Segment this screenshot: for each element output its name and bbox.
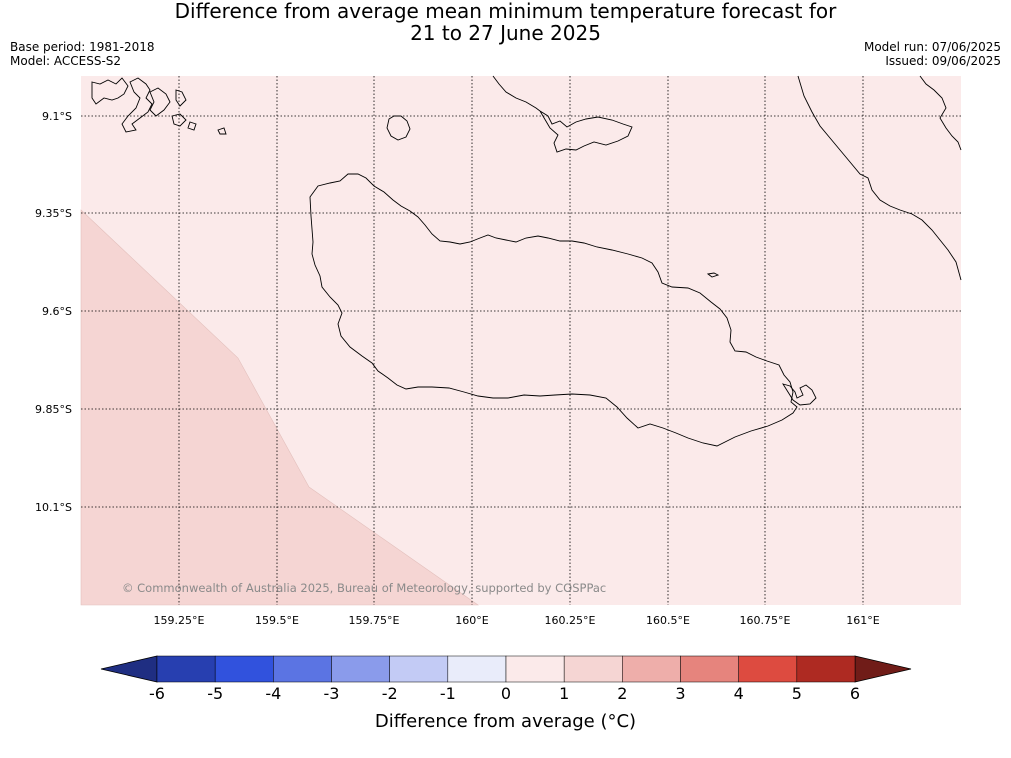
meta-right: Model run: 07/06/2025 Issued: 09/06/2025 bbox=[864, 40, 1001, 68]
colorbar-segment bbox=[214, 655, 274, 683]
lon-label: 161°E bbox=[846, 614, 879, 627]
coastline-malaita bbox=[797, 75, 962, 281]
lat-label: 9.85°S bbox=[35, 403, 72, 416]
colorbar-segment bbox=[156, 655, 216, 683]
coastline-savo-island bbox=[386, 115, 411, 141]
colorbar-segment bbox=[331, 655, 390, 683]
colorbar-segment bbox=[680, 655, 739, 683]
map-title: Difference from average mean minimum tem… bbox=[0, 0, 1011, 44]
colorbar-segment bbox=[389, 655, 449, 683]
colorbar-label: Difference from average (°C) bbox=[374, 711, 637, 732]
lon-label: 160.5°E bbox=[646, 614, 690, 627]
colorbar-tick-label: 6 bbox=[850, 684, 860, 700]
anomaly-region-1-to-2 bbox=[80, 209, 479, 606]
title-line-2: 21 to 27 June 2025 bbox=[410, 21, 601, 45]
coastline-western-islands-7 bbox=[217, 127, 227, 135]
colorbar-tick-label: 5 bbox=[792, 684, 802, 700]
colorbar-segment bbox=[622, 655, 681, 683]
coastline-guadalcanal bbox=[309, 173, 798, 447]
coastline-marau-islets bbox=[781, 383, 817, 406]
colorbar-tick-label: -3 bbox=[324, 684, 340, 700]
lat-label: 9.6°S bbox=[42, 305, 72, 318]
colorbar-segment bbox=[447, 655, 507, 683]
lat-label: 9.35°S bbox=[35, 207, 72, 220]
lon-label: 160°E bbox=[455, 614, 488, 627]
colorbar-tick-label: -1 bbox=[440, 684, 456, 700]
lon-label: 159.5°E bbox=[255, 614, 299, 627]
colorbar-segment bbox=[273, 655, 332, 683]
colorbar-tick-label: -5 bbox=[207, 684, 223, 700]
colorbar-low-extension bbox=[100, 655, 158, 683]
colorbar-segment bbox=[505, 655, 565, 683]
map-canvas: 9.1°S 9.35°S 9.6°S 9.85°S 10.1°S 159.25°… bbox=[35, 75, 962, 700]
model-text: Model: ACCESS-S2 bbox=[10, 54, 122, 68]
colorbar-tick-label: -4 bbox=[265, 684, 281, 700]
coastline-western-islands-5 bbox=[171, 113, 187, 127]
lon-label: 160.75°E bbox=[740, 614, 791, 627]
colorbar-segment bbox=[738, 655, 798, 683]
copyright-text: © Commonwealth of Australia 2025, Bureau… bbox=[122, 581, 606, 595]
colorbar bbox=[100, 655, 912, 683]
lon-label: 159.25°E bbox=[154, 614, 205, 627]
lon-label: 160.25°E bbox=[545, 614, 596, 627]
coastline-florida-islands-north bbox=[492, 75, 541, 112]
colorbar-tick-label: 2 bbox=[617, 684, 627, 700]
coastlines bbox=[91, 75, 962, 447]
colorbar-tick-label: 3 bbox=[675, 684, 685, 700]
colorbar-segment bbox=[563, 655, 623, 683]
model-run-text: Model run: 07/06/2025 bbox=[863, 40, 1001, 54]
graticule bbox=[81, 76, 961, 605]
colorbar-tick-label: 4 bbox=[734, 684, 744, 700]
colorbar-tick-label: -6 bbox=[149, 684, 165, 700]
title-line-1: Difference from average mean minimum tem… bbox=[174, 0, 837, 23]
colorbar-high-extension bbox=[854, 655, 912, 683]
lat-label: 10.1°S bbox=[35, 501, 72, 514]
coastline-western-islands-2 bbox=[121, 77, 153, 133]
lon-label: 159.75°E bbox=[349, 614, 400, 627]
colorbar-tick-label: 0 bbox=[501, 684, 511, 700]
coastline-malaita-north bbox=[919, 75, 962, 151]
coastline-western-islands-6 bbox=[187, 121, 197, 131]
lat-label: 9.1°S bbox=[42, 110, 72, 123]
coastline-western-islands-4 bbox=[175, 89, 187, 107]
meta-left: Base period: 1981-2018 Model: ACCESS-S2 bbox=[10, 40, 155, 68]
colorbar-segment bbox=[796, 655, 856, 683]
issued-text: Issued: 09/06/2025 bbox=[885, 54, 1001, 68]
colorbar-tick-label: 1 bbox=[559, 684, 569, 700]
coastline-western-islands-3 bbox=[149, 87, 171, 117]
coastline-florida-islands bbox=[539, 110, 633, 153]
coastline-islet bbox=[706, 272, 720, 278]
colorbar-tick-label: -2 bbox=[382, 684, 398, 700]
coastline-western-islands bbox=[91, 77, 129, 105]
base-period-text: Base period: 1981-2018 bbox=[10, 40, 155, 54]
